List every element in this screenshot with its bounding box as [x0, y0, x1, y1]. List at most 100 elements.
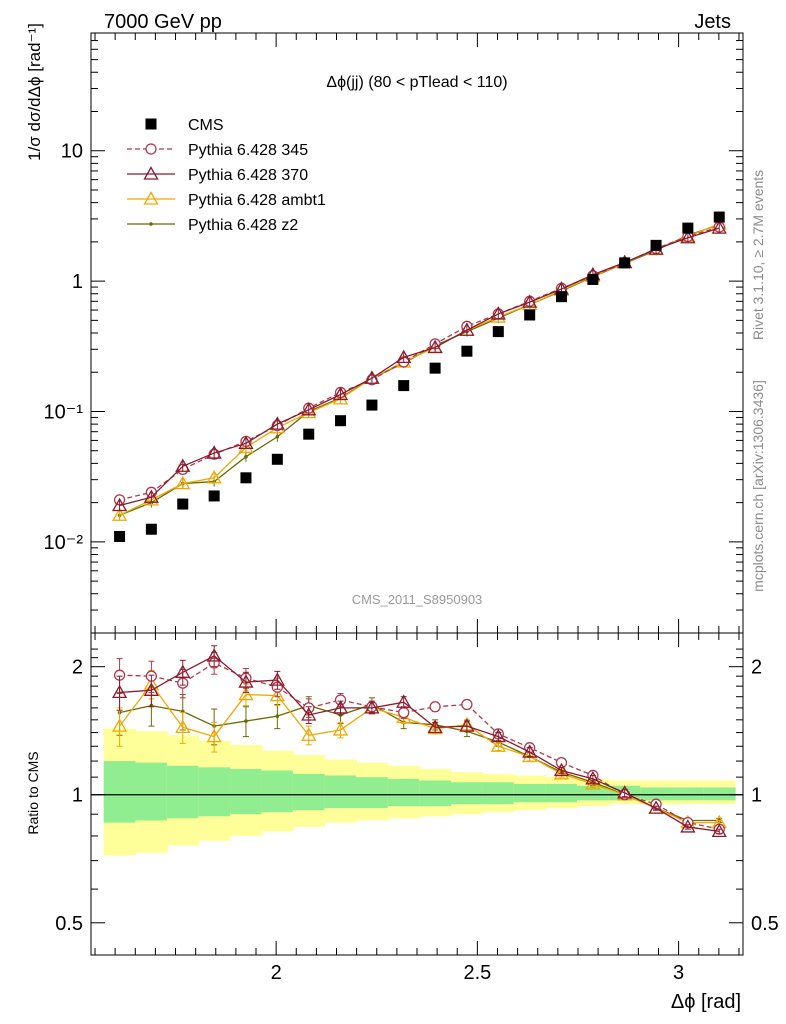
- series-marker-main: [206, 469, 222, 484]
- series-marker-main: [111, 507, 128, 521]
- mcplots-label: mcplots.cern.ch [arXiv:1306.3436]: [750, 380, 766, 592]
- series-marker-ratio: [461, 698, 473, 711]
- band-inner: [135, 762, 168, 821]
- cms-data-point: [271, 453, 283, 465]
- series-marker-main: [490, 306, 506, 320]
- series-marker-ratio: [711, 823, 727, 838]
- series-marker-main: [522, 294, 538, 308]
- cms-data-point: [303, 428, 315, 440]
- series-marker-ratio: [269, 687, 285, 702]
- series-marker-ratio: [427, 719, 443, 734]
- cms-data-point: [240, 472, 252, 484]
- ratio-y-tick-label: 1: [72, 785, 83, 807]
- band-inner: [482, 782, 515, 805]
- series-marker-ratio: [269, 672, 285, 686]
- series-marker-ratio: [175, 719, 191, 734]
- cms-data-point: [398, 380, 410, 392]
- legend-label: Pythia 6.428 ambt1: [188, 192, 326, 209]
- series-marker-main: [143, 492, 159, 506]
- series-marker-ratio: [111, 718, 128, 732]
- legend-label: CMS: [188, 117, 224, 134]
- series-line-ratio: [119, 662, 720, 830]
- band-inner: [324, 775, 357, 809]
- series-marker-ratio: [364, 700, 380, 714]
- series-marker-ratio: [490, 728, 506, 743]
- cms-data-point: [177, 498, 189, 510]
- cms-data-point: [682, 222, 694, 234]
- ratio-y-tick-label-right: 0.5: [751, 913, 779, 935]
- legend-label: Pythia 6.428 z2: [188, 217, 298, 234]
- cms-data-point: [650, 239, 662, 251]
- series-marker-main: [301, 401, 317, 416]
- series-marker-main: [459, 322, 475, 336]
- legend-marker: [143, 191, 159, 205]
- legend-marker: [145, 143, 157, 155]
- series-marker-main: [364, 370, 380, 384]
- series-marker-ratio: [244, 719, 248, 723]
- series-marker-ratio: [555, 756, 568, 769]
- ratio-y-tick-label-right: 1: [751, 785, 762, 807]
- series-marker-main: [238, 435, 254, 449]
- y-tick-label: 10: [61, 141, 83, 163]
- series-marker-ratio: [490, 738, 506, 752]
- series-marker-ratio: [585, 770, 601, 785]
- band-inner: [198, 767, 231, 817]
- x-tick-label: 3: [673, 962, 684, 984]
- x-tick-label: 2: [271, 962, 282, 984]
- y-tick-label: 10⁻¹: [44, 401, 84, 423]
- main-panel: 10⁻² 10⁻¹ 1 10: [44, 32, 744, 634]
- series-line-main: [119, 227, 720, 507]
- series-marker-ratio: [332, 700, 349, 714]
- cms-data-point: [713, 211, 725, 223]
- ratio-y-tick-label-right: 2: [751, 657, 762, 679]
- cms-data-point: [429, 362, 441, 374]
- series-marker-main: [238, 439, 254, 454]
- series-marker-ratio: [301, 727, 317, 741]
- series-marker-main: [427, 339, 443, 354]
- series-marker-ratio: [143, 682, 159, 696]
- y-tick-label: 1: [72, 271, 83, 293]
- ratio-panel: 2 2.5 3 0.5 0.5 1 1 2 2: [55, 632, 779, 984]
- cms-data-point: [366, 399, 378, 411]
- series-marker-main: [711, 220, 727, 234]
- series-marker-ratio: [175, 664, 191, 678]
- legend-marker: [149, 222, 153, 226]
- ratio-y-tick-label: 0.5: [55, 913, 83, 935]
- band-inner: [451, 782, 484, 805]
- cms-data-point: [555, 291, 567, 303]
- series-marker-main: [143, 489, 159, 503]
- series-marker-ratio: [332, 722, 349, 736]
- legend-label: Pythia 6.428 370: [188, 167, 308, 184]
- series-marker-main: [244, 454, 248, 459]
- series-marker-main: [175, 475, 191, 490]
- y-axis-label-ratio: Ratio to CMS: [25, 751, 41, 834]
- series-marker-main: [680, 229, 696, 244]
- cms-data-point: [208, 490, 220, 502]
- series-marker-ratio: [617, 785, 633, 799]
- series-marker-ratio: [680, 819, 696, 833]
- header-right: Jets: [694, 11, 731, 33]
- series-marker-main: [396, 349, 412, 364]
- series-marker-main: [175, 458, 191, 472]
- series-marker-main: [275, 434, 280, 439]
- series-marker-main: [111, 497, 128, 512]
- series-marker-ratio: [301, 707, 317, 721]
- band-inner: [103, 761, 136, 823]
- cms-data-point: [587, 273, 599, 285]
- y-axis-label-main: 1/σ dσ/dΔϕ [rad⁻¹]: [25, 23, 44, 161]
- legend-label: Pythia 6.428 345: [188, 142, 308, 159]
- band-inner: [513, 783, 547, 803]
- series-marker-ratio: [522, 748, 538, 763]
- series-marker-ratio: [206, 728, 222, 743]
- series-marker-ratio: [206, 648, 222, 662]
- cms-data-point: [335, 415, 347, 427]
- x-axis-label: Δϕ [rad]: [671, 991, 741, 1013]
- band-inner: [230, 768, 263, 815]
- series-marker-ratio: [553, 765, 570, 780]
- band-inner: [576, 785, 610, 801]
- band-inner: [671, 787, 705, 801]
- cms-data-point: [619, 257, 631, 269]
- band-inner: [419, 780, 452, 807]
- cms-data-point: [461, 345, 473, 357]
